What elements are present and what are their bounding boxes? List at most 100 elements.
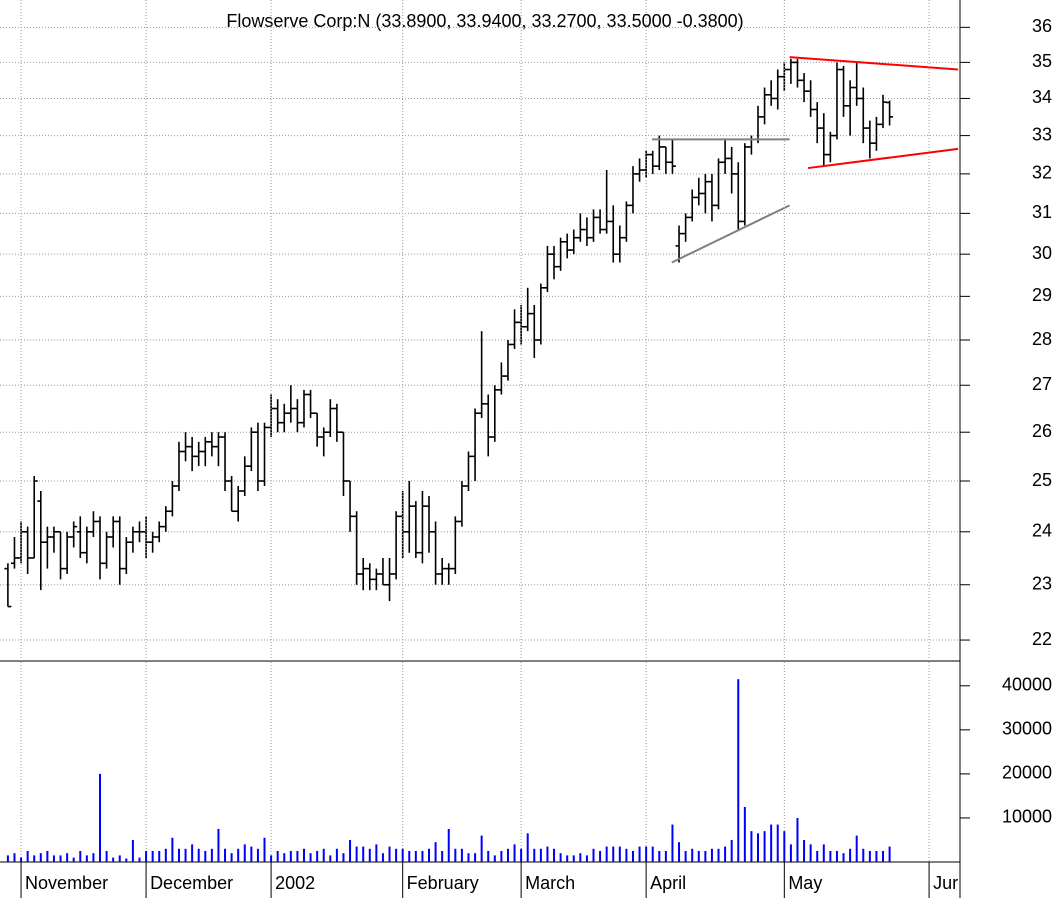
volume-bar xyxy=(414,850,417,862)
volume-bar xyxy=(441,850,444,862)
volume-bar xyxy=(829,850,832,862)
y-tick-label: 10000 xyxy=(1002,807,1052,827)
volume-bar xyxy=(526,833,529,862)
volume-bar xyxy=(177,848,180,862)
volume-bar xyxy=(164,848,167,862)
volume-bar xyxy=(730,839,733,862)
y-tick-label: 29 xyxy=(1032,285,1052,305)
volume-bar xyxy=(270,855,273,862)
y-tick-label: 28 xyxy=(1032,329,1052,349)
volume-bar xyxy=(276,850,279,862)
y-tick-label: 27 xyxy=(1032,374,1052,394)
volume-bar xyxy=(388,846,391,862)
volume-bar xyxy=(131,839,134,862)
y-tick-label: 20000 xyxy=(1002,763,1052,783)
x-tick-label: April xyxy=(650,873,686,893)
volume-bar xyxy=(355,846,358,862)
volume-bar xyxy=(480,835,483,862)
volume-bar xyxy=(434,842,437,862)
volume-bar xyxy=(849,848,852,862)
trendline xyxy=(807,147,959,170)
volume-bar xyxy=(375,844,378,862)
volume-bar xyxy=(533,848,536,862)
volume-bar xyxy=(85,855,88,862)
volume-bar xyxy=(408,850,411,862)
volume-bar xyxy=(6,855,9,862)
volume-bar xyxy=(243,844,246,862)
volume-bar xyxy=(743,806,746,862)
y-tick-label: 35 xyxy=(1032,51,1052,71)
chart-title: Flowserve Corp:N (33.8900, 33.9400, 33.2… xyxy=(226,11,743,31)
volume-bar xyxy=(763,831,766,862)
y-tick-label: 33 xyxy=(1032,124,1052,144)
volume-bar xyxy=(46,850,49,862)
volume-bar xyxy=(553,848,556,862)
volume-bar xyxy=(724,846,727,862)
volume-bar xyxy=(566,855,569,862)
volume-bar xyxy=(26,850,29,862)
volume-bar xyxy=(822,844,825,862)
volume-bar xyxy=(809,844,812,862)
volume-bar xyxy=(862,848,865,862)
volume-bar xyxy=(381,853,384,862)
volume-bar xyxy=(704,850,707,862)
y-tick-label: 23 xyxy=(1032,573,1052,593)
volume-bar xyxy=(13,853,16,862)
volume-bar xyxy=(309,853,312,862)
volume-bar xyxy=(559,853,562,862)
volume-bar xyxy=(302,848,305,862)
volume-bar xyxy=(842,853,845,862)
volume-bar xyxy=(651,846,654,862)
volume-bar xyxy=(605,846,608,862)
volume-bar xyxy=(618,846,621,862)
y-tick-label: 34 xyxy=(1032,87,1052,107)
x-tick-label: May xyxy=(788,873,822,893)
volume-bar xyxy=(835,850,838,862)
volume-bar xyxy=(487,850,490,862)
y-tick-label: 32 xyxy=(1032,163,1052,183)
volume-bar xyxy=(539,848,542,862)
volume-bar xyxy=(210,848,213,862)
volume-bar xyxy=(447,828,450,862)
volume-bar xyxy=(678,842,681,862)
volume-bar xyxy=(474,853,477,862)
volume-bar xyxy=(342,853,345,862)
volume-bar xyxy=(230,853,233,862)
volume-bar xyxy=(52,855,55,862)
volume-bar xyxy=(20,857,23,862)
volume-bar xyxy=(803,839,806,862)
volume-bar xyxy=(197,848,200,862)
volume-bar xyxy=(546,846,549,862)
volume-bar xyxy=(625,848,628,862)
volume-bar xyxy=(875,850,878,862)
volume-bar xyxy=(513,844,516,862)
volume-bar xyxy=(118,855,121,862)
volume-bar xyxy=(138,857,141,862)
y-tick-label: 24 xyxy=(1032,521,1052,541)
volume-bar xyxy=(329,855,332,862)
volume-bar xyxy=(658,850,661,862)
volume-bar xyxy=(105,850,108,862)
volume-bar xyxy=(585,855,588,862)
volume-bar xyxy=(316,850,319,862)
volume-bar xyxy=(125,858,128,862)
y-tick-label: 30 xyxy=(1032,243,1052,263)
volume-bar xyxy=(888,846,891,862)
volume-bar xyxy=(204,850,207,862)
volume-bar xyxy=(184,848,187,862)
volume-bar xyxy=(493,855,496,862)
volume-bar xyxy=(460,848,463,862)
volume-bar xyxy=(92,853,95,862)
volume-bar xyxy=(467,853,470,862)
volume-bar xyxy=(717,848,720,862)
volume-bar xyxy=(520,848,523,862)
x-tick-label: November xyxy=(25,873,108,893)
volume-bar xyxy=(882,850,885,862)
volume-bar xyxy=(783,831,786,862)
volume-bar xyxy=(737,679,740,862)
y-tick-label: 40000 xyxy=(1002,675,1052,695)
volume-bar xyxy=(368,848,371,862)
volume-bar xyxy=(776,824,779,862)
